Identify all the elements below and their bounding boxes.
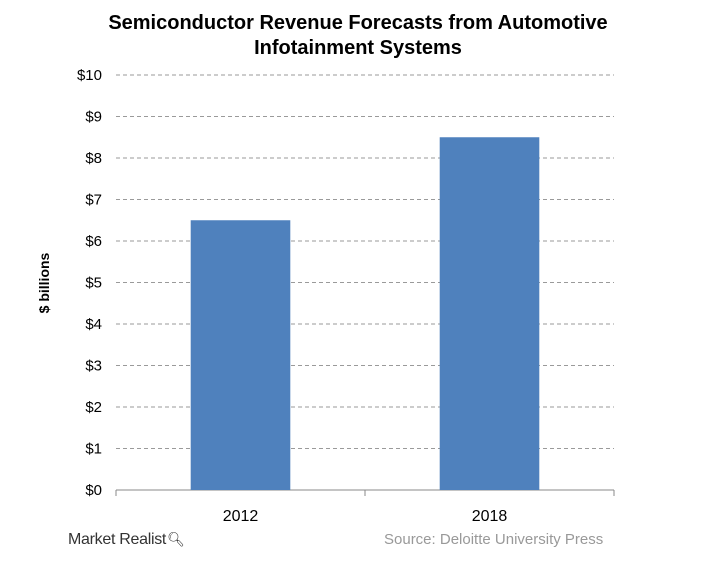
- y-tick-label: $8: [85, 150, 102, 167]
- bar-2012: [190, 220, 291, 490]
- y-tick-label: $10: [77, 67, 102, 84]
- logo-text: Market Realist: [68, 531, 167, 548]
- market-realist-logo: Market Realist🔍︎: [68, 531, 185, 549]
- y-tick-label: $9: [85, 109, 102, 126]
- x-tick-label: 2018: [472, 508, 508, 525]
- y-tick-label: $2: [85, 399, 102, 416]
- y-tick-label: $5: [85, 275, 102, 292]
- chart-title-line-1: Semiconductor Revenue Forecasts from Aut…: [108, 12, 608, 34]
- y-tick-label: $0: [85, 482, 102, 499]
- y-tick-label: $4: [85, 316, 102, 333]
- x-tick-label: 2012: [223, 508, 259, 525]
- chart-title-line-2: Infotainment Systems: [254, 37, 462, 59]
- y-tick-label: $6: [85, 233, 102, 250]
- bar-2018: [439, 137, 540, 490]
- y-tick-label: $1: [85, 441, 102, 458]
- y-tick-label: $7: [85, 192, 102, 209]
- magnifier-icon: 🔍︎: [167, 531, 185, 547]
- y-tick-label: $3: [85, 358, 102, 375]
- source-note: Source: Deloitte University Press: [384, 531, 604, 548]
